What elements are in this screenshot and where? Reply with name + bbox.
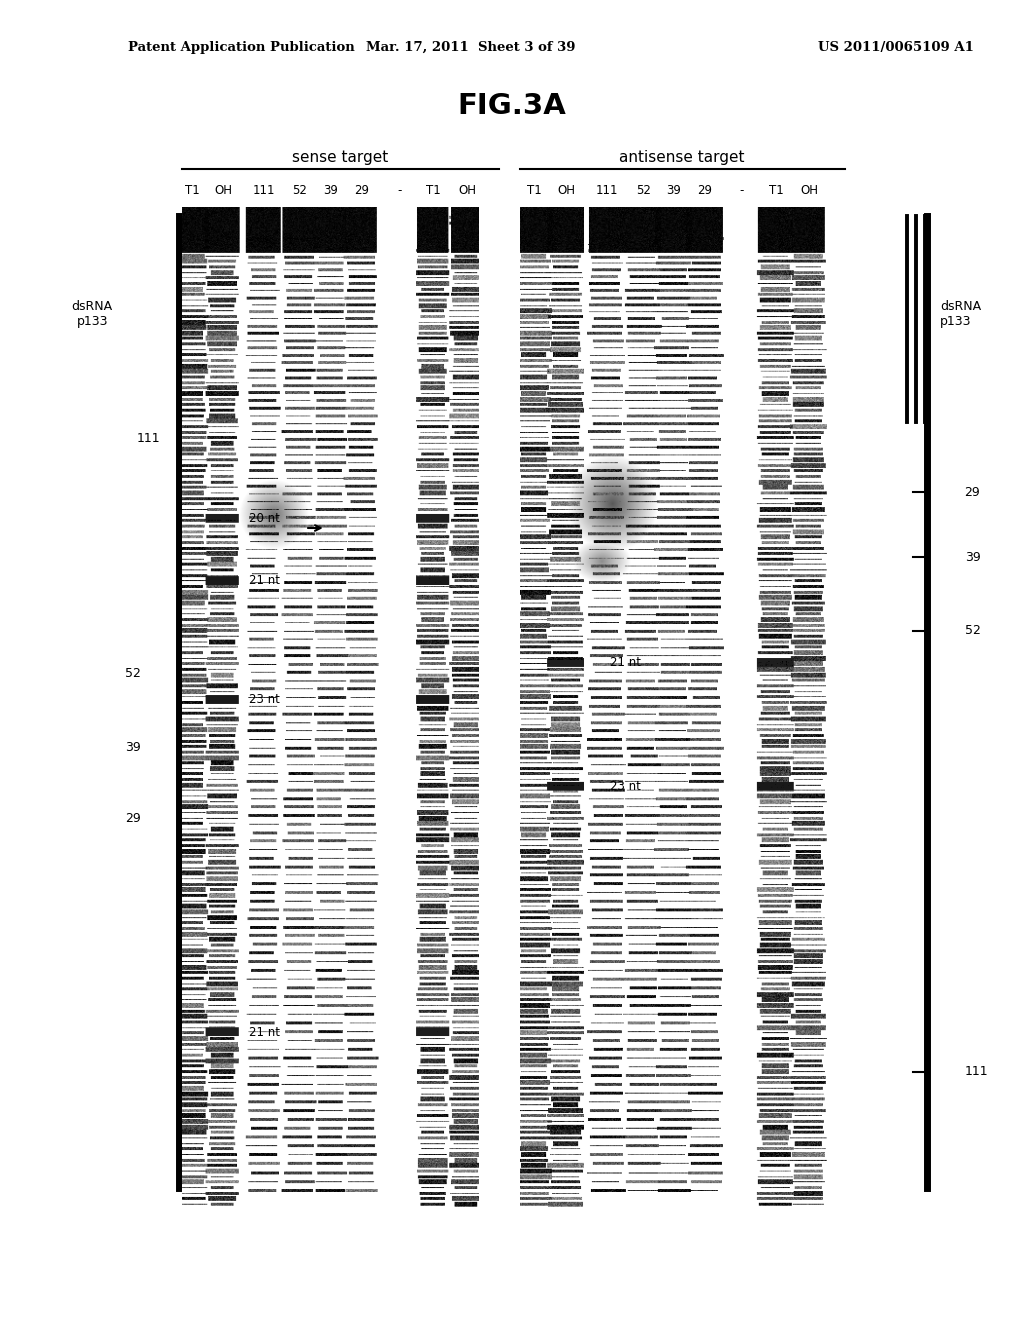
Text: US 2011/0065109 A1: US 2011/0065109 A1 [818,41,974,54]
Text: OH: OH [557,183,575,197]
Text: 21 nt: 21 nt [610,656,641,669]
Text: 52: 52 [965,624,981,638]
Text: 52: 52 [636,183,650,197]
Text: 21 nt: 21 nt [249,574,280,587]
Text: 39: 39 [126,741,141,754]
Text: 111: 111 [596,183,618,197]
Text: T1: T1 [426,183,440,197]
Text: 111: 111 [965,1065,988,1078]
Text: Mar. 17, 2011  Sheet 3 of 39: Mar. 17, 2011 Sheet 3 of 39 [367,41,575,54]
Text: -: - [739,183,743,197]
Text: 23 nt: 23 nt [249,693,280,706]
Text: T1: T1 [185,183,200,197]
Text: -: - [397,183,401,197]
Text: 29: 29 [126,812,141,825]
Text: 20 nt: 20 nt [249,512,280,525]
Text: 23 nt: 23 nt [610,780,641,793]
Text: dsRNA
p133: dsRNA p133 [72,300,113,329]
Text: T1: T1 [769,183,783,197]
Text: 39: 39 [667,183,681,197]
Text: T1: T1 [527,183,542,197]
Text: 111: 111 [137,432,161,445]
Text: 21 nt: 21 nt [249,1026,280,1039]
Text: antisense target: antisense target [620,149,744,165]
Text: dsRNA
p133: dsRNA p133 [940,300,981,329]
Text: 29: 29 [354,183,369,197]
Text: 39: 39 [324,183,338,197]
Text: 52: 52 [125,667,141,680]
Text: 29: 29 [965,486,980,499]
Text: Patent Application Publication: Patent Application Publication [128,41,354,54]
Text: 39: 39 [965,550,980,564]
Text: OH: OH [214,183,232,197]
Text: 29: 29 [697,183,712,197]
Text: FIG.3A: FIG.3A [458,91,566,120]
Text: OH: OH [800,183,818,197]
Text: sense target: sense target [292,149,388,165]
Text: 52: 52 [293,183,307,197]
Text: OH: OH [458,183,476,197]
Text: 111: 111 [253,183,275,197]
